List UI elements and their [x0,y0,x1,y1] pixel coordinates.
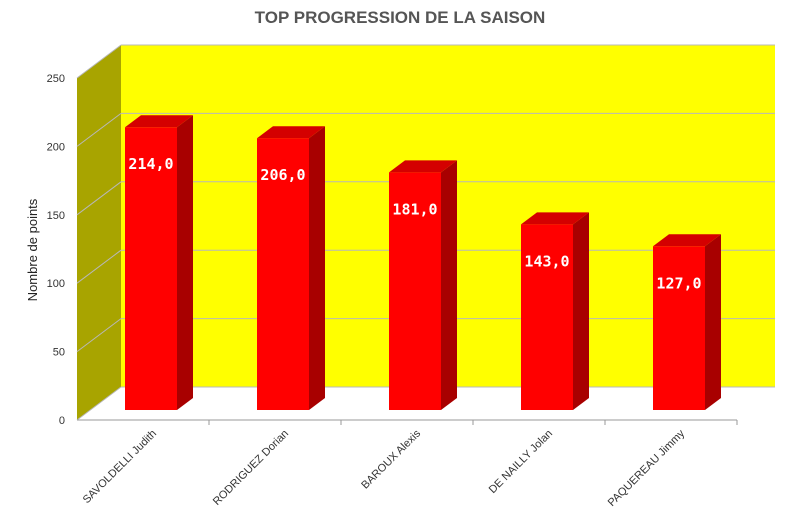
bar-top [653,234,721,247]
bar-side [705,234,721,410]
grid-line-side [76,249,122,284]
grid-line-side [76,113,122,147]
bar-side [309,126,325,410]
bar-side [177,115,193,411]
x-tick-label: SAVOLDELLI Judith [81,428,159,506]
side-wall [77,45,121,420]
data-label: 127,0 [656,274,701,292]
bars: 214,0 206,0 181,0 143,0 127,0 [125,115,721,411]
bar-front [257,138,309,410]
x-tick-label: BAROUX Alexis [359,427,423,491]
bar-side [441,160,457,410]
data-label: 143,0 [524,252,569,270]
grid-line-side [76,44,122,79]
x-axis-ticks: SAVOLDELLI Judith RODRIGUEZ Dorian BAROUX … [81,420,738,509]
y-tick-label: 50 [53,347,65,359]
chart-title: TOP PROGRESSION DE LA SAISON [254,8,546,27]
grid-line-side [76,386,122,421]
x-tick-label: RODRIGUEZ Dorian [211,428,291,508]
y-tick-label: 250 [47,73,65,85]
y-tick-label: 0 [59,415,65,427]
bar-front [653,246,705,410]
data-label: 214,0 [128,155,173,173]
bar-3: 181,0 [389,160,457,410]
y-axis-label: Nombre de points [25,198,40,301]
bar-4: 143,0 [521,212,589,410]
bar-side [573,212,589,410]
bar-top [389,160,457,173]
data-label: 181,0 [392,200,437,218]
grid-line-side [76,181,122,216]
bar-2: 206,0 [257,126,325,410]
bar-front [521,224,573,410]
bar-front [389,172,441,410]
y-tick-label: 100 [47,278,65,290]
bar-top [521,212,589,225]
bar-5: 127,0 [653,234,721,410]
y-axis-ticks: 0 50 100 150 200 250 [47,73,65,427]
grid-line-side [76,318,122,353]
bar-1: 214,0 [125,115,193,411]
bar-front [125,127,177,411]
bar-top [257,126,325,139]
bar-top [125,115,193,128]
data-label: 206,0 [260,166,305,184]
y-tick-label: 150 [47,210,65,222]
y-tick-label: 200 [47,141,65,153]
x-tick-label: DE NAILLY Jolan [487,428,555,496]
x-tick-label: PAQUEREAU Jimmy [606,427,688,509]
